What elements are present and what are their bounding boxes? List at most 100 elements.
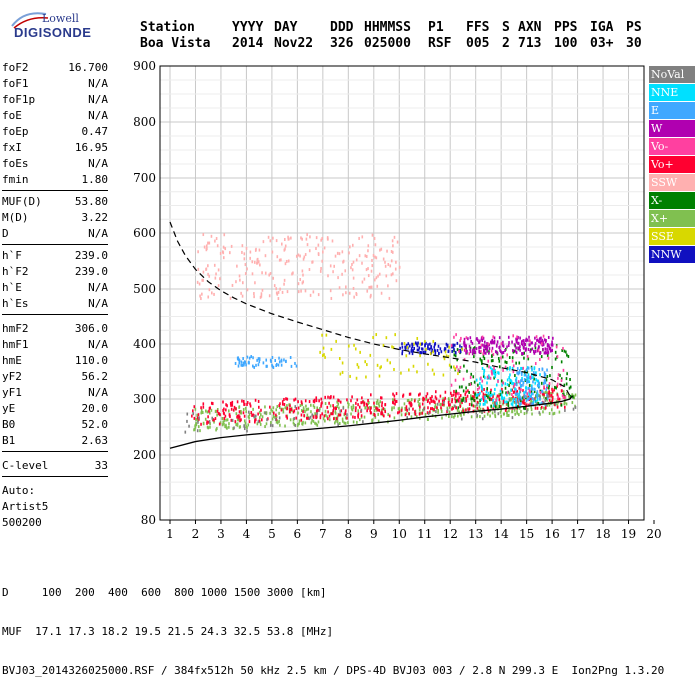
- trace-point-vo: [290, 407, 293, 411]
- trace-point-nnw: [456, 341, 459, 345]
- trace-point-e: [537, 383, 539, 387]
- trace-point-nne: [523, 391, 525, 395]
- trace-point-x: [545, 397, 547, 401]
- trace-point-vo: [249, 402, 251, 406]
- param-row: foEp 0.47: [2, 125, 108, 139]
- trace-point-x: [465, 386, 467, 390]
- param-value: 3.22: [81, 211, 109, 224]
- trace-point-vo: [542, 334, 545, 338]
- trace-point-vo: [357, 415, 360, 419]
- trace-point-x: [475, 396, 478, 400]
- trace-point-w: [486, 341, 488, 345]
- trace-point-ssw: [197, 250, 199, 254]
- trace-point-vo: [381, 404, 383, 408]
- trace-point-x: [442, 397, 444, 401]
- trace-point-x: [458, 410, 460, 414]
- trace-point-e: [532, 402, 535, 406]
- trace-point-e: [527, 387, 530, 391]
- trace-point-ssw: [386, 249, 388, 253]
- trace-point-vo: [332, 409, 335, 413]
- trace-point-ssw: [197, 267, 200, 271]
- trace-point-vo: [502, 398, 505, 402]
- trace-point-noval: [208, 420, 211, 424]
- trace-point-vo: [332, 395, 335, 399]
- trace-point-x: [425, 397, 428, 401]
- trace-point-w: [543, 351, 546, 355]
- trace-point-vo: [471, 395, 474, 399]
- trace-point-x: [275, 408, 278, 412]
- trace-point-w: [520, 342, 523, 346]
- trace-point-vo: [315, 399, 318, 403]
- trace-point-x: [546, 353, 549, 357]
- trace-point-w: [538, 340, 540, 344]
- trace-point-ssw: [365, 268, 368, 272]
- trace-point-nnw: [414, 341, 417, 345]
- trace-point-w: [549, 347, 552, 351]
- trace-point-e: [289, 356, 292, 360]
- trace-point-vo: [330, 412, 333, 416]
- trace-point-w: [486, 345, 488, 349]
- trace-point-vo: [332, 412, 334, 416]
- trace-point-x: [258, 410, 261, 414]
- trace-point-vo: [467, 389, 469, 393]
- trace-point-x: [264, 405, 266, 409]
- x-tick-label: 9: [370, 527, 378, 541]
- trace-point-x: [364, 406, 366, 410]
- trace-point-vo: [421, 411, 424, 415]
- trace-point-ssw: [330, 296, 333, 300]
- trace-point-vo: [557, 376, 559, 380]
- trace-point-vo: [315, 396, 318, 400]
- header-label: HHMMSS: [364, 20, 411, 35]
- trace-point-x: [209, 422, 211, 426]
- trace-point-nne: [494, 375, 497, 379]
- trace-point-vo: [556, 384, 558, 388]
- trace-point-nne: [493, 392, 496, 396]
- param-value: 52.0: [81, 418, 109, 431]
- trace-point-vo: [200, 422, 202, 426]
- trace-point-x: [418, 408, 421, 412]
- trace-point-e: [290, 364, 293, 368]
- y-tick-label: 900: [133, 59, 156, 73]
- trace-point-x: [456, 399, 458, 403]
- trace-point-x: [481, 361, 483, 365]
- trace-point-w: [551, 343, 554, 347]
- trace-point-vo: [550, 393, 553, 397]
- trace-point-w: [532, 349, 535, 353]
- trace-point-e: [530, 394, 532, 398]
- trace-point-e: [234, 361, 237, 365]
- trace-point-x: [196, 413, 198, 417]
- trace-point-x: [456, 348, 459, 352]
- trace-point-x: [520, 398, 522, 402]
- trace-point-w: [486, 348, 488, 352]
- trace-point-w: [482, 336, 485, 340]
- trace-point-vo: [449, 403, 451, 407]
- trace-point-x: [448, 399, 450, 403]
- trace-point-w: [547, 343, 549, 347]
- trace-point-x: [510, 398, 512, 402]
- trace-point-sse: [353, 343, 355, 347]
- trace-point-ssw: [351, 268, 354, 272]
- trace-point-x: [195, 417, 197, 421]
- trace-point-vo: [459, 394, 462, 398]
- trace-point-ssw: [320, 266, 322, 270]
- param-key: foF1: [2, 77, 29, 90]
- trace-point-vo: [317, 408, 319, 412]
- trace-point-e: [542, 381, 545, 385]
- trace-point-x: [274, 415, 276, 419]
- trace-point-vo: [212, 418, 214, 422]
- trace-point-ssw: [345, 291, 347, 295]
- trace-point-vo: [242, 411, 245, 415]
- trace-point-nnw: [401, 342, 403, 346]
- trace-point-ssw: [243, 252, 246, 256]
- trace-point-x: [470, 403, 473, 407]
- trace-point-vo: [408, 392, 411, 396]
- trace-point-vo: [373, 401, 375, 405]
- trace-point-sse: [419, 342, 422, 346]
- param-row: hmF2 306.0: [2, 322, 108, 336]
- trace-point-x: [206, 425, 209, 429]
- trace-point-vo: [517, 404, 520, 408]
- trace-point-ssw: [208, 274, 211, 278]
- trace-point-e: [245, 363, 247, 367]
- trace-point-noval: [494, 409, 496, 413]
- trace-point-sse: [454, 367, 457, 371]
